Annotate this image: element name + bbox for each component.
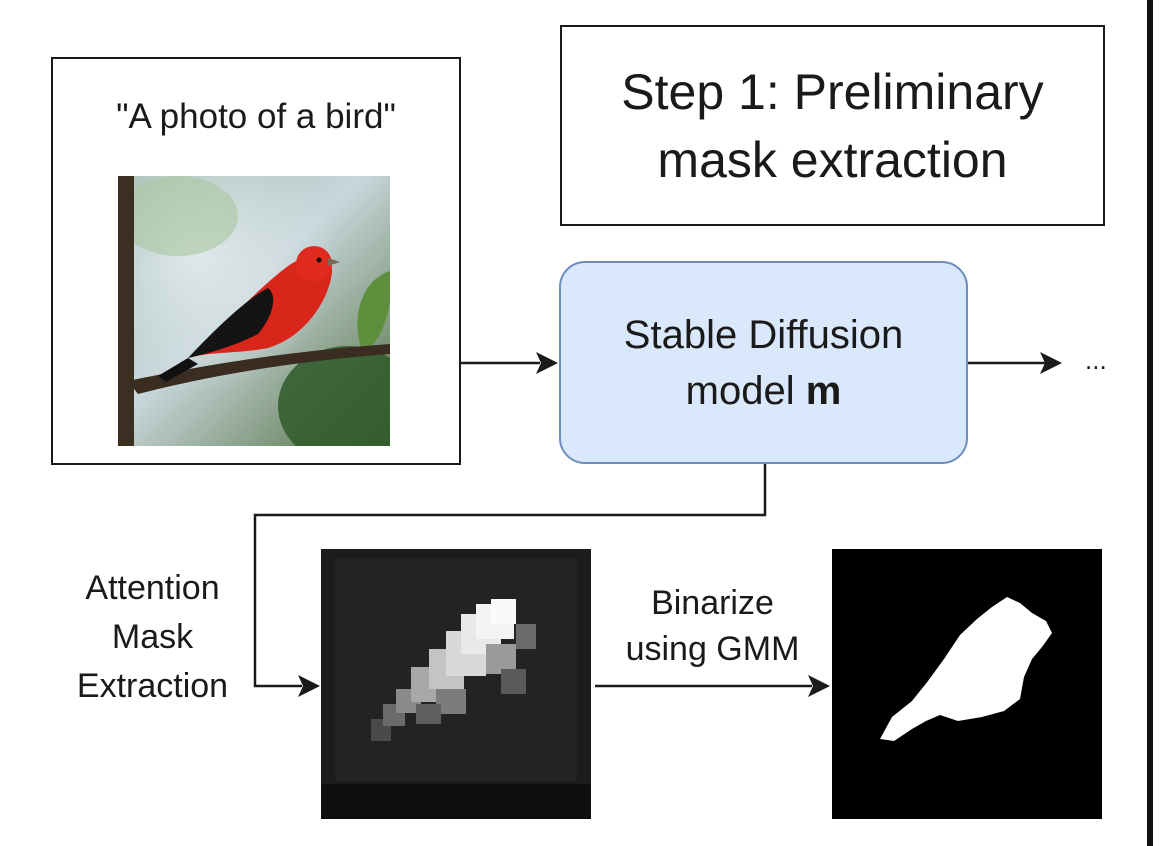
step-title-line1: Step 1: Preliminary (621, 63, 1044, 120)
prompt-text: "A photo of a bird" (116, 97, 396, 136)
model-box: Stable Diffusion model m (559, 261, 968, 464)
model-line1: Stable Diffusion (623, 312, 904, 357)
binarize-line2: using GMM (625, 629, 800, 668)
step-title-box: Step 1: Preliminary mask extraction (560, 25, 1105, 226)
attention-line1: Attention (85, 568, 220, 607)
continuation-ellipsis: ... (1085, 345, 1107, 375)
attention-line2: Mask (111, 617, 194, 656)
model-symbol: m (805, 368, 842, 413)
attention-heatmap (321, 549, 591, 819)
binarize-label: Binarize using GMM (600, 578, 825, 673)
binary-mask (832, 549, 1102, 819)
model-line2: model m (624, 363, 903, 419)
binarize-line1: Binarize (651, 583, 774, 622)
bird-photo-icon (118, 176, 390, 446)
attention-line3: Extraction (76, 666, 229, 705)
model-line2-prefix: model (685, 368, 806, 413)
right-border (1147, 0, 1153, 846)
step-title-line2: mask extraction (657, 131, 1008, 188)
attention-label: Attention Mask Extraction (55, 562, 250, 712)
